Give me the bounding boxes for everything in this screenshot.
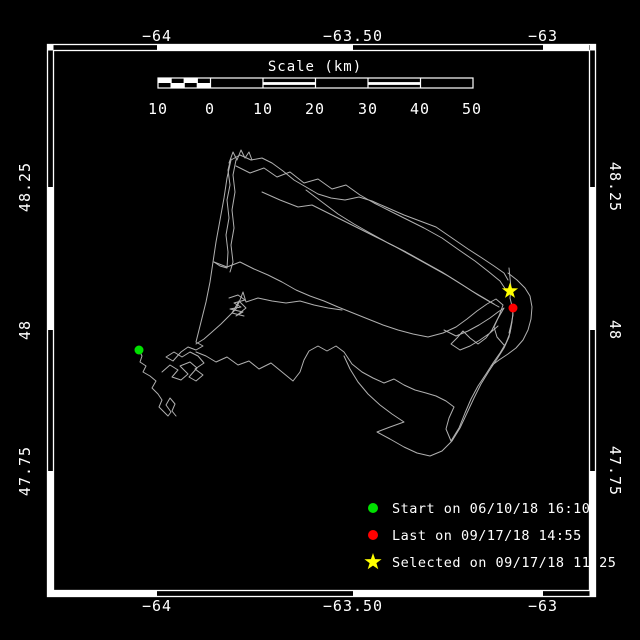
legend-label-selected: Selected on 09/17/18 11:25 — [392, 555, 616, 571]
legend-circle-icon — [368, 530, 378, 540]
legend-star-icon — [364, 553, 382, 570]
track-line — [443, 307, 505, 351]
track-line — [195, 291, 343, 345]
scale-bar-graphic — [157, 77, 474, 89]
scale-bar: Scale (km) 10 0 — [148, 59, 482, 118]
track-line — [230, 154, 509, 281]
top-axis-label: −63.50 — [323, 27, 383, 45]
selected-marker[interactable] — [501, 282, 519, 298]
frame-box-segments — [47, 44, 596, 597]
track-line — [261, 191, 500, 308]
last-marker[interactable] — [508, 303, 518, 313]
track-line — [195, 159, 232, 343]
axis-labels: −64 −63.50 −63 −64 −63.50 −63 48.25 48 4… — [16, 27, 624, 615]
track-line — [195, 311, 514, 442]
start-marker[interactable] — [134, 345, 144, 355]
svg-text:30: 30 — [358, 100, 378, 118]
track-line — [161, 341, 205, 382]
track-line — [213, 157, 232, 269]
right-axis-label: 48.25 — [606, 162, 624, 212]
scale-bar-title: Scale (km) — [268, 59, 362, 75]
track-line — [235, 165, 507, 291]
legend-label-start: Start on 06/10/18 16:10 — [392, 501, 590, 517]
bottom-axis-label: −64 — [142, 597, 172, 615]
bottom-axis-label: −63 — [528, 597, 558, 615]
legend: Start on 06/10/18 16:10 Last on 09/17/18… — [364, 501, 616, 571]
track-line — [228, 294, 247, 317]
svg-text:40: 40 — [410, 100, 430, 118]
top-axis-label: −63 — [528, 27, 558, 45]
svg-text:50: 50 — [462, 100, 482, 118]
legend-markers — [364, 503, 382, 570]
svg-text:10: 10 — [253, 100, 273, 118]
bottom-axis-label: −63.50 — [323, 597, 383, 615]
left-axis-label: 48 — [16, 320, 34, 340]
legend-circle-icon — [368, 503, 378, 513]
track-line — [229, 159, 237, 273]
track-line — [508, 267, 514, 334]
track-line — [305, 189, 495, 305]
scale-bar-labels: 10 0 10 20 30 40 50 — [148, 100, 482, 118]
track-line — [490, 272, 533, 367]
svg-text:0: 0 — [205, 100, 215, 118]
right-axis-label: 48 — [606, 320, 624, 340]
legend-label-last: Last on 09/17/18 14:55 — [392, 528, 582, 544]
right-axis-label: 47.75 — [606, 446, 624, 496]
left-axis-label: 47.75 — [16, 446, 34, 496]
track-line — [138, 349, 177, 417]
track-line — [228, 149, 253, 164]
track-lines — [138, 149, 533, 457]
svg-text:20: 20 — [305, 100, 325, 118]
top-axis-label: −64 — [142, 27, 172, 45]
map-markers — [134, 282, 519, 355]
track-line — [343, 326, 512, 457]
svg-text:10: 10 — [148, 100, 168, 118]
left-axis-label: 48.25 — [16, 162, 34, 212]
map-frame — [46, 43, 597, 598]
track-line — [213, 261, 505, 346]
